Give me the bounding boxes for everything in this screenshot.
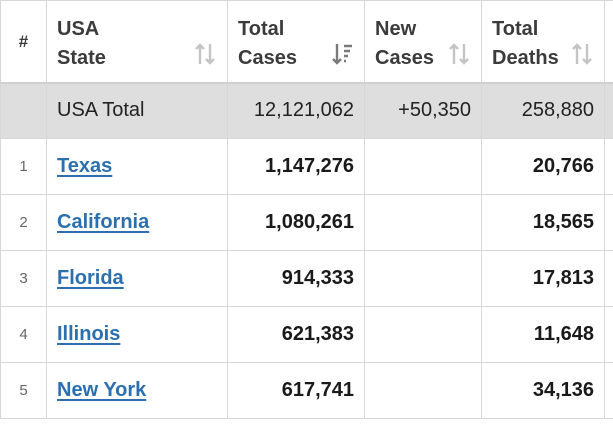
row-new-cases bbox=[364, 137, 482, 195]
sort-descending-icon[interactable] bbox=[331, 41, 353, 67]
row-new-cases bbox=[364, 193, 482, 251]
row-rank: 5 bbox=[0, 361, 47, 419]
row-state-cell: Texas bbox=[46, 137, 228, 195]
row-state-cell: Florida bbox=[46, 249, 228, 307]
table-header-row: # USA State Total Cases New Cases bbox=[0, 0, 613, 84]
header-total-deaths-label: Total Deaths bbox=[492, 18, 559, 69]
table-row: 5 New York 617,741 34,136 bbox=[0, 361, 613, 419]
row-total-deaths: 20,766 bbox=[481, 137, 605, 195]
row-total-cases: 914,333 bbox=[227, 249, 365, 307]
row-total-deaths: 11,648 bbox=[481, 305, 605, 363]
row-new-cases bbox=[364, 249, 482, 307]
row-total-cases: 1,080,261 bbox=[227, 193, 365, 251]
sort-arrows-icon[interactable] bbox=[448, 41, 470, 67]
row-rank: 3 bbox=[0, 249, 47, 307]
state-link[interactable]: Texas bbox=[57, 154, 113, 177]
usa-total-row: USA Total 12,121,062 +50,350 258,880 bbox=[0, 82, 613, 139]
row-overflow-cell bbox=[604, 305, 613, 363]
total-row-rank bbox=[0, 82, 47, 139]
row-new-cases bbox=[364, 361, 482, 419]
header-new-cases[interactable]: New Cases bbox=[364, 0, 482, 84]
row-rank: 2 bbox=[0, 193, 47, 251]
header-new-cases-label: New Cases bbox=[375, 18, 434, 69]
state-link[interactable]: Illinois bbox=[57, 322, 121, 345]
row-rank: 4 bbox=[0, 305, 47, 363]
covid-stats-table: # USA State Total Cases New Cases bbox=[0, 0, 613, 419]
header-total-deaths[interactable]: Total Deaths bbox=[481, 0, 605, 84]
header-state-label: USA State bbox=[57, 18, 106, 69]
total-row-overflow-cell bbox=[604, 82, 613, 139]
header-total-cases-label: Total Cases bbox=[238, 18, 297, 69]
total-row-label: USA Total bbox=[46, 82, 228, 139]
header-total-cases[interactable]: Total Cases bbox=[227, 0, 365, 84]
total-row-total-deaths: 258,880 bbox=[481, 82, 605, 139]
total-row-new-cases: +50,350 bbox=[364, 82, 482, 139]
row-state-cell: California bbox=[46, 193, 228, 251]
row-overflow-cell bbox=[604, 361, 613, 419]
sort-arrows-icon[interactable] bbox=[194, 41, 216, 67]
row-total-deaths: 17,813 bbox=[481, 249, 605, 307]
row-overflow-cell bbox=[604, 249, 613, 307]
total-row-total-cases: 12,121,062 bbox=[227, 82, 365, 139]
row-total-cases: 1,147,276 bbox=[227, 137, 365, 195]
state-link[interactable]: New York bbox=[57, 378, 147, 401]
state-link[interactable]: Florida bbox=[57, 266, 124, 289]
row-overflow-cell bbox=[604, 193, 613, 251]
table-row: 3 Florida 914,333 17,813 bbox=[0, 249, 613, 307]
row-total-cases: 621,383 bbox=[227, 305, 365, 363]
row-total-cases: 617,741 bbox=[227, 361, 365, 419]
row-state-cell: Illinois bbox=[46, 305, 228, 363]
row-new-cases bbox=[364, 305, 482, 363]
row-rank: 1 bbox=[0, 137, 47, 195]
header-overflow-column bbox=[604, 0, 613, 84]
row-total-deaths: 18,565 bbox=[481, 193, 605, 251]
header-state[interactable]: USA State bbox=[46, 0, 228, 84]
row-overflow-cell bbox=[604, 137, 613, 195]
table-row: 4 Illinois 621,383 11,648 bbox=[0, 305, 613, 363]
header-rank: # bbox=[0, 0, 47, 84]
table-row: 2 California 1,080,261 18,565 bbox=[0, 193, 613, 251]
row-state-cell: New York bbox=[46, 361, 228, 419]
state-link[interactable]: California bbox=[57, 210, 150, 233]
table-row: 1 Texas 1,147,276 20,766 bbox=[0, 137, 613, 195]
row-total-deaths: 34,136 bbox=[481, 361, 605, 419]
sort-arrows-icon[interactable] bbox=[571, 41, 593, 67]
